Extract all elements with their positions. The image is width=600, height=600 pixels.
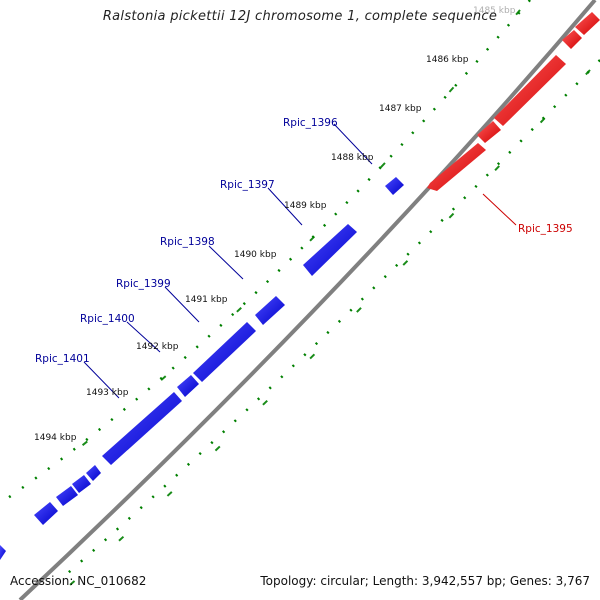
gene-label-rpic-1400[interactable]: Rpic_1400: [80, 313, 135, 325]
inner-major-tick-ring: [69, 69, 591, 586]
gene-label-rpic-1397[interactable]: Rpic_1397: [220, 179, 275, 191]
forward-strand-genes: [427, 12, 600, 191]
leader-rpic-1400: [126, 321, 161, 353]
accession-text: Accession: NC_010682: [10, 574, 147, 588]
leader-rpic-1397: [267, 187, 303, 226]
inner-forward-tick-ring: [59, 59, 600, 581]
tick-label-1494: 1494 kbp: [34, 433, 77, 443]
gene-labels: Rpic_1395 Rpic_1396 Rpic_1397 Rpic_1398 …: [35, 117, 573, 365]
label-leader-lines: [83, 123, 517, 399]
gene-forward-block-2[interactable]: [494, 55, 566, 126]
gene-reverse-block-3[interactable]: [56, 486, 78, 506]
tick-label-1493: 1493 kbp: [86, 388, 129, 398]
gene-reverse-block-1[interactable]: [86, 465, 101, 481]
leader-rpic-1398: [208, 245, 244, 280]
gene-forward-block-3[interactable]: [562, 30, 582, 49]
gene-rpic-1398-arrow[interactable]: [255, 296, 285, 325]
gene-label-rpic-1401[interactable]: Rpic_1401: [35, 353, 90, 365]
tick-label-1488: 1488 kbp: [331, 153, 374, 163]
tick-label-1490: 1490 kbp: [234, 250, 277, 260]
tick-label-1492: 1492 kbp: [136, 342, 179, 352]
gene-label-rpic-1399[interactable]: Rpic_1399: [116, 278, 171, 290]
gene-forward-block-4[interactable]: [575, 12, 600, 35]
gene-rpic-1399-arrow[interactable]: [193, 322, 256, 382]
tick-labels: 1485 kbp 1486 kbp 1487 kbp 1488 kbp 1489…: [34, 6, 516, 443]
gene-rpic-1397-arrow[interactable]: [303, 224, 357, 276]
gene-label-rpic-1395[interactable]: Rpic_1395: [518, 223, 573, 235]
leader-rpic-1396: [333, 123, 373, 165]
gene-rpic-1395-arrow[interactable]: [427, 143, 486, 191]
gene-rpic-1401-arrow[interactable]: [102, 392, 182, 465]
topology-summary: Topology: circular; Length: 3,942,557 bp…: [260, 574, 590, 588]
gene-reverse-block-2[interactable]: [72, 475, 91, 493]
leader-rpic-1395: [482, 193, 517, 226]
tick-label-1485: 1485 kbp: [473, 6, 516, 16]
leader-rpic-1399: [164, 286, 200, 323]
tick-label-1487: 1487 kbp: [379, 104, 422, 114]
tick-label-1486: 1486 kbp: [426, 55, 469, 65]
gene-label-rpic-1398[interactable]: Rpic_1398: [160, 236, 215, 248]
gene-reverse-block-5[interactable]: [0, 545, 6, 560]
tick-label-1491: 1491 kbp: [185, 295, 228, 305]
chromosome-backbone: [18, 0, 597, 600]
tick-label-1489: 1489 kbp: [284, 201, 327, 211]
reverse-strand-genes: [0, 177, 404, 560]
gene-forward-block-1[interactable]: [477, 121, 501, 143]
map-title: Ralstonia pickettii 12J chromosome 1, co…: [102, 9, 498, 24]
leader-rpic-1401: [83, 361, 120, 399]
gene-rpic-1400-arrow[interactable]: [177, 375, 199, 397]
gene-rpic-1396-arrow[interactable]: [385, 177, 404, 195]
gene-reverse-block-4[interactable]: [34, 502, 58, 525]
gene-label-rpic-1396[interactable]: Rpic_1396: [283, 117, 338, 129]
